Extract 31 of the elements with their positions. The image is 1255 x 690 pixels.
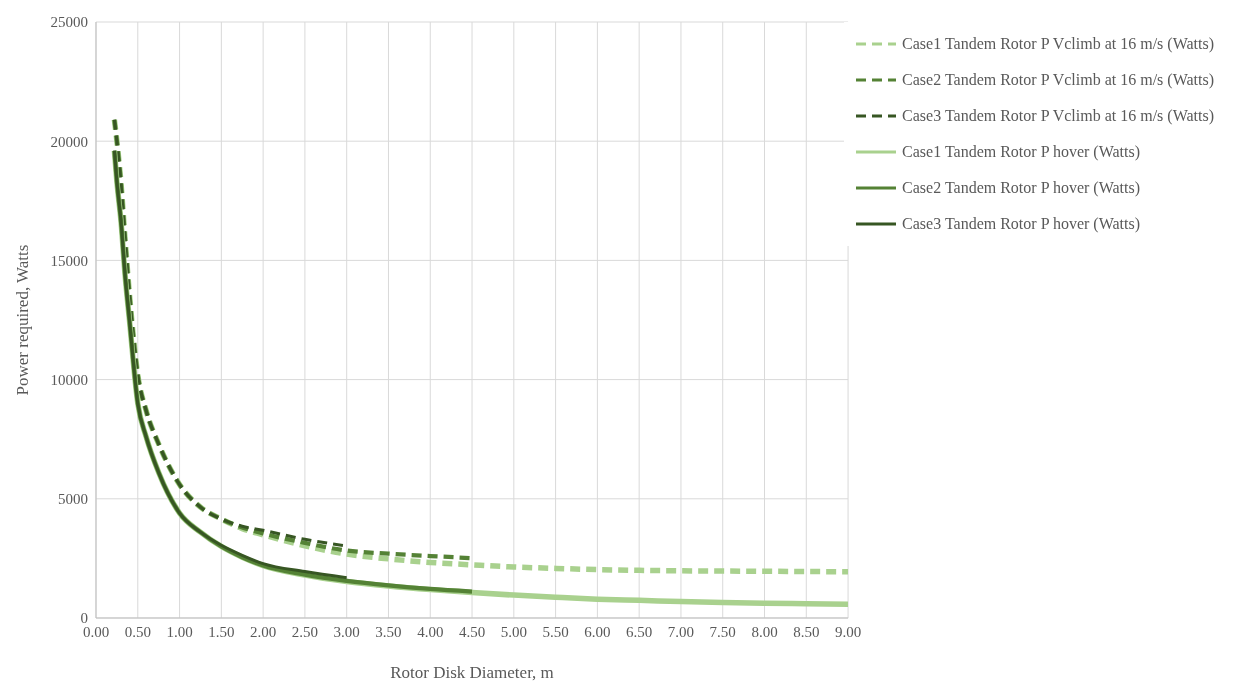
y-tick-label: 25000: [50, 14, 88, 31]
legend-label: Case1 Tandem Rotor P Vclimb at 16 m/s (Watts): [902, 35, 1214, 53]
y-tick-label: 15000: [50, 252, 88, 269]
x-tick-label: 2.00: [250, 623, 277, 640]
x-tick-label: 3.50: [375, 623, 402, 640]
legend-label: Case1 Tandem Rotor P hover (Watts): [902, 143, 1141, 161]
x-tick-label: 6.50: [626, 623, 653, 640]
x-tick-label: 1.50: [208, 623, 235, 640]
x-tick-label: 6.00: [584, 623, 611, 640]
x-tick-label: 4.50: [458, 623, 486, 640]
legend-label: Case3 Tandem Rotor P hover (Watts): [902, 215, 1141, 233]
legend-label: Case2 Tandem Rotor P Vclimb at 16 m/s (Watts): [902, 71, 1214, 89]
x-tick-label: 5.00: [500, 623, 527, 640]
y-axis-title: Power required, Watts: [13, 244, 33, 396]
y-tick-label: 5000: [58, 491, 88, 508]
legend-label: Case3 Tandem Rotor P Vclimb at 16 m/s (Watts): [902, 107, 1214, 125]
x-tick-label: 1.00: [166, 623, 193, 640]
y-tick-label: 20000: [50, 133, 88, 150]
x-tick-label: 9.00: [834, 623, 862, 640]
legend-label: Case2 Tandem Rotor P hover (Watts): [902, 179, 1141, 197]
x-tick-label: 7.00: [667, 623, 695, 640]
x-tick-label: 7.50: [709, 623, 736, 640]
y-tick-label: 10000: [50, 371, 88, 388]
x-tick-label: 0.50: [124, 623, 151, 640]
x-tick-label: 8.50: [793, 623, 820, 640]
x-tick-label: 3.00: [333, 623, 360, 640]
x-tick-label: 4.00: [417, 623, 444, 640]
x-tick-label: 8.00: [751, 623, 778, 640]
x-axis-title: Rotor Disk Diameter, m: [390, 663, 554, 682]
x-tick-label: 5.50: [542, 623, 569, 640]
x-tick-label: 2.50: [291, 623, 319, 640]
